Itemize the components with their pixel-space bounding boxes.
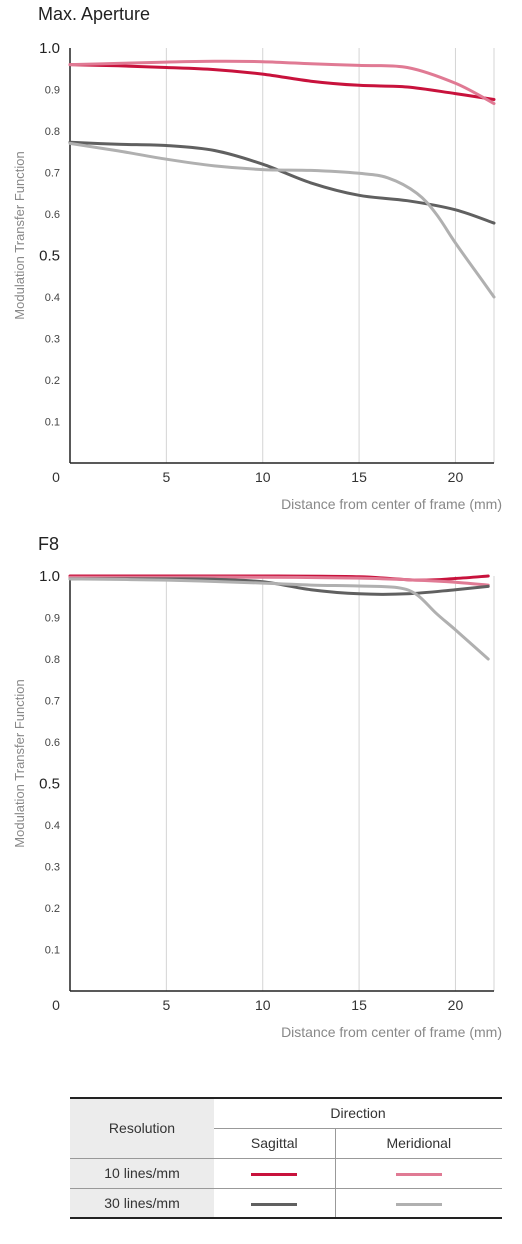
x-tick-label: 0 [52,997,60,1013]
x-tick-label: 10 [255,997,271,1013]
x-tick-label: 15 [351,469,367,485]
y-tick-label: 0.3 [45,334,60,346]
y-tick-label: 0.4 [45,820,60,832]
legend-resolution-header: Resolution [70,1097,214,1159]
y-tick-label: 0.2 [45,903,60,915]
y-tick-label: 1.0 [39,568,60,585]
legend-meridional-header: Meridional [335,1128,502,1159]
legend-line-meridional-30 [395,1202,442,1206]
y-axis-label: Modulation Transfer Function [12,679,27,847]
y-tick-label: 0.7 [45,168,60,180]
y-tick-label: 0.6 [45,737,60,749]
legend-swatch-m30 [335,1188,502,1219]
y-axis-label: Modulation Transfer Function [12,151,27,319]
legend-table: Resolution Direction Sagittal Meridional… [70,1097,502,1219]
y-tick-label: 1.0 [39,40,60,57]
x-tick-label: 5 [162,997,170,1013]
y-tick-label: 0.9 [45,85,60,97]
x-tick-label: 5 [162,469,170,485]
legend-swatch-s10 [214,1158,336,1189]
y-tick-label: 0.5 [39,248,60,265]
series-line-m10 [68,575,490,587]
x-tick-label: 15 [351,997,367,1013]
legend-line-sagittal-30 [251,1202,298,1206]
chart-title: F8 [38,534,60,554]
legend-line-meridional-10 [395,1172,442,1176]
y-tick-label: 0.3 [45,862,60,874]
series-line-m10 [68,59,496,106]
legend-line-sagittal-10 [251,1172,298,1176]
legend-direction-header: Direction [214,1097,502,1129]
chart-title: Max. Aperture [38,4,151,24]
x-tick-label: 0 [52,469,60,485]
y-tick-label: 0.1 [45,945,60,957]
legend-swatch-s30 [214,1188,336,1219]
mtf-chart-svg: 0.1 0.2 0.3 0.4 0.5 0.6 0.7 0.8 0.9 1.0 0 5 10 15 20 Di… [12,40,502,512]
x-tick-label: 10 [255,469,271,485]
y-tick-label: 0.9 [45,613,60,625]
mtf-chart-svg: 0.1 0.2 0.3 0.4 0.5 0.6 0.7 0.8 0.9 1.0 0 5 10 15 20 Di… [12,568,502,1040]
y-tick-label: 0.1 [45,417,60,429]
series-line-s30 [68,140,496,225]
series-line-m30 [68,141,496,299]
y-tick-label: 0.8 [45,654,60,666]
y-tick-label: 0.5 [39,776,60,793]
legend-row-label: 30 lines/mm [70,1188,214,1219]
x-axis-label: Distance from center of frame (mm) [281,496,502,512]
chart-f8: F8 0.1 0.2 0.3 0.4 0.5 0.6 0.7 0.8 0.9 1.0 0 5 10 15 2… [0,528,522,1048]
x-tick-label: 20 [448,469,464,485]
y-tick-label: 0.4 [45,292,60,304]
y-tick-label: 0.2 [45,375,60,387]
y-tick-label: 0.7 [45,696,60,708]
x-axis-label: Distance from center of frame (mm) [281,1024,502,1040]
chart-max-aperture: Max. Aperture 0.1 0.2 0.3 0.4 0.5 0.6 0.7 0.8 0.… [0,0,522,520]
series-line-m30 [68,577,490,661]
legend-row-label: 10 lines/mm [70,1158,214,1189]
legend-swatch-m10 [335,1158,502,1189]
y-tick-label: 0.8 [45,126,60,138]
y-tick-label: 0.6 [45,209,60,221]
series-line-s10 [68,63,496,101]
x-tick-label: 20 [448,997,464,1013]
legend-sagittal-header: Sagittal [214,1128,336,1159]
